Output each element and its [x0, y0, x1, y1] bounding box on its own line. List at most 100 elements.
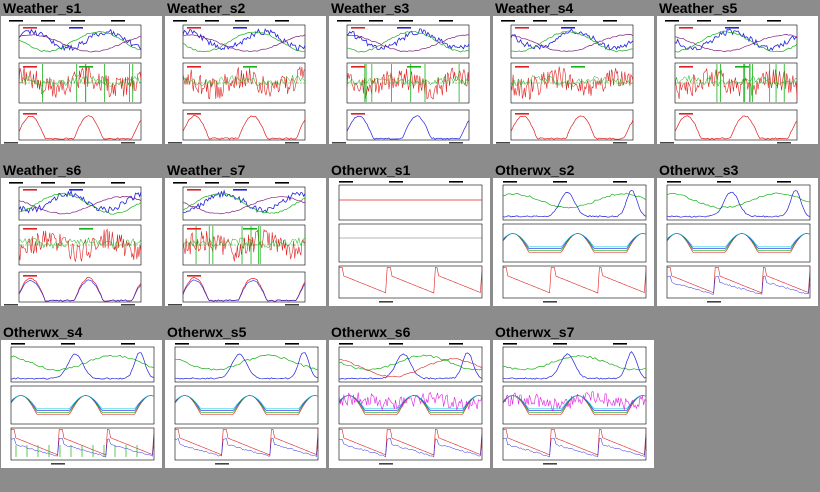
series-line [10, 395, 155, 410]
header-mark [399, 20, 413, 22]
thumbnail-image[interactable] [165, 178, 326, 306]
header-mark [275, 20, 289, 22]
tile-title: Weather_s1 [3, 0, 82, 16]
series-line [510, 30, 633, 53]
gallery-tile: Otherwx_s4 [1, 324, 164, 468]
plot-panel-1 [338, 184, 483, 221]
footer-mark [51, 463, 65, 465]
plot-panel-2 [10, 385, 155, 425]
legend-mark [735, 66, 749, 68]
thumbnail-image[interactable] [1, 340, 162, 468]
thumbnail-image[interactable] [329, 16, 490, 144]
series-line [502, 190, 647, 218]
thumbnail-image[interactable] [329, 178, 490, 306]
header-mark [667, 181, 681, 183]
header-mark [613, 181, 627, 183]
series-line [346, 34, 469, 52]
legend-mark [407, 66, 421, 68]
legend-mark [187, 66, 201, 68]
legend-mark [23, 66, 37, 68]
series-line [182, 65, 306, 100]
plot-panel-1 [174, 346, 319, 383]
header-mark [369, 20, 383, 22]
tile-title: Weather_s4 [495, 0, 574, 16]
thumbnail-image[interactable] [165, 340, 326, 468]
legend-mark [679, 113, 693, 115]
series-line [503, 429, 647, 456]
series-line [338, 352, 483, 380]
tile-title: Otherwx_s6 [331, 324, 411, 340]
legend-mark [69, 189, 83, 191]
plot-thumbnail [168, 20, 306, 144]
series-line [182, 115, 306, 140]
series-line [338, 358, 483, 378]
header-mark [235, 182, 249, 184]
thumbnail-image[interactable] [493, 178, 654, 306]
tile-title: Weather_s2 [167, 0, 246, 16]
header-mark [553, 181, 567, 183]
legend-mark [23, 228, 37, 230]
header-mark [339, 181, 353, 183]
series-line [502, 355, 647, 371]
thumbnail-image[interactable] [329, 340, 490, 468]
legend-mark [23, 27, 37, 29]
series-line [346, 115, 470, 140]
series-line [503, 267, 647, 294]
gallery-tile: Otherwx_s5 [165, 324, 328, 468]
series-line [338, 395, 483, 410]
series-line [18, 279, 142, 302]
footer-mark [543, 301, 557, 303]
gallery-tile: Otherwx_s2 [493, 162, 656, 306]
footer-mark [285, 142, 299, 144]
legend-mark [23, 275, 37, 277]
header-mark [727, 20, 741, 22]
thumbnail-image[interactable] [493, 16, 654, 144]
series-line [18, 75, 142, 88]
tile-title: Otherwx_s2 [495, 162, 575, 178]
series-line [175, 429, 319, 456]
series-line [346, 30, 470, 53]
tile-title: Weather_s3 [331, 0, 410, 16]
thumbnail-image[interactable] [1, 16, 162, 144]
header-mark [9, 20, 23, 22]
footer-mark [332, 142, 346, 144]
tile-title: Otherwx_s5 [167, 324, 247, 340]
legend-mark [243, 228, 257, 230]
header-mark [503, 181, 517, 183]
footer-mark [4, 142, 18, 144]
header-mark [553, 343, 567, 345]
thumbnail-image[interactable] [165, 16, 326, 144]
thumbnail-image[interactable] [657, 178, 818, 306]
series-line [674, 28, 798, 51]
series-line [18, 31, 142, 53]
series-line [666, 192, 811, 209]
series-line [174, 354, 319, 371]
series-line [18, 236, 142, 250]
footer-mark [777, 142, 791, 144]
footer-mark [4, 304, 18, 306]
header-mark [533, 20, 547, 22]
plot-thumbnail [502, 181, 647, 303]
footer-mark [285, 304, 299, 306]
header-mark [41, 20, 55, 22]
series-line [18, 66, 142, 98]
plot-panel-2 [666, 223, 811, 263]
thumbnail-image[interactable] [1, 178, 162, 306]
header-mark [337, 20, 351, 22]
header-mark [111, 20, 125, 22]
series-line [174, 437, 319, 458]
plot-panel-3 [10, 427, 155, 461]
legend-mark [243, 66, 257, 68]
legend-mark [679, 27, 693, 29]
gallery-tile: Otherwx_s6 [329, 324, 492, 468]
plot-panel-3 [338, 427, 483, 461]
plot-panel-2 [502, 385, 647, 425]
thumbnail-image[interactable] [493, 340, 654, 468]
series-line [338, 354, 483, 372]
thumbnail-image[interactable] [657, 16, 818, 144]
legend-mark [187, 228, 201, 230]
legend-mark [79, 66, 93, 68]
header-mark [173, 182, 187, 184]
header-mark [205, 20, 219, 22]
header-mark [697, 20, 711, 22]
